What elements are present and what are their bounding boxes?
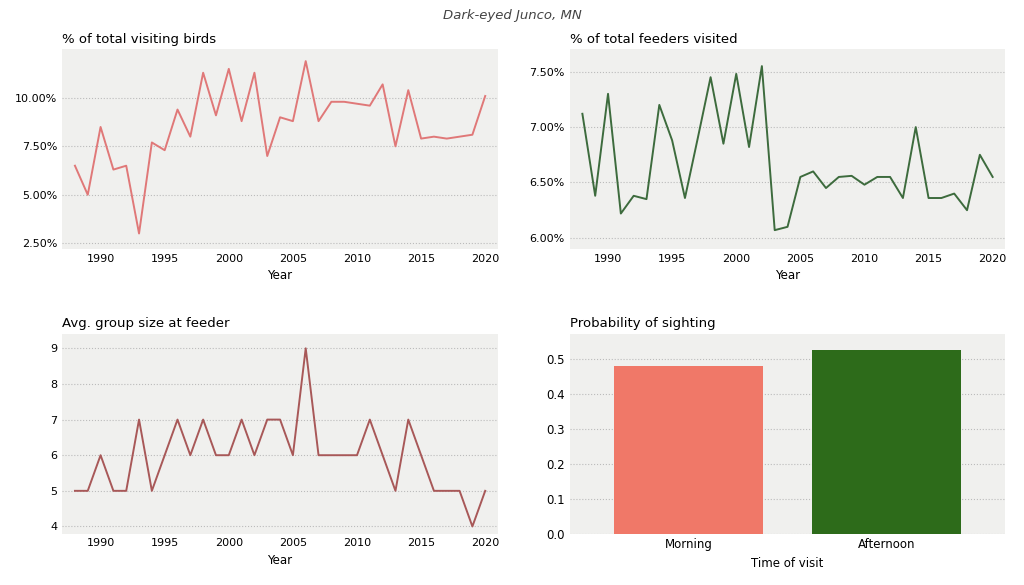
Bar	[614, 366, 763, 534]
X-axis label: Year: Year	[267, 554, 293, 567]
Bar	[812, 350, 961, 534]
Text: Dark-eyed Junco, MN: Dark-eyed Junco, MN	[442, 9, 582, 22]
X-axis label: Year: Year	[775, 270, 800, 283]
Text: Probability of sighting: Probability of sighting	[569, 317, 715, 330]
X-axis label: Time of visit: Time of visit	[752, 557, 823, 570]
Text: % of total feeders visited: % of total feeders visited	[569, 33, 737, 46]
X-axis label: Year: Year	[267, 270, 293, 283]
Text: Avg. group size at feeder: Avg. group size at feeder	[62, 317, 229, 330]
Text: % of total visiting birds: % of total visiting birds	[62, 33, 216, 46]
